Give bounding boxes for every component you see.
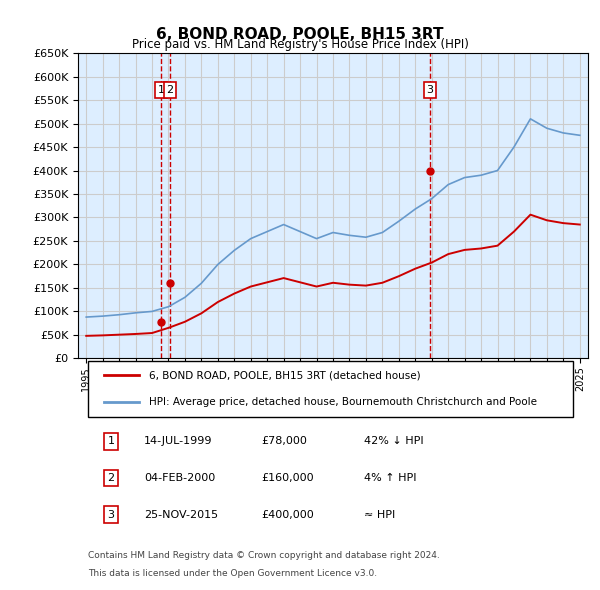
Text: 1: 1 xyxy=(107,437,115,447)
Text: £400,000: £400,000 xyxy=(262,510,314,520)
Text: 3: 3 xyxy=(107,510,115,520)
Text: 04-FEB-2000: 04-FEB-2000 xyxy=(145,473,215,483)
Text: £78,000: £78,000 xyxy=(262,437,307,447)
Text: HPI: Average price, detached house, Bournemouth Christchurch and Poole: HPI: Average price, detached house, Bour… xyxy=(149,397,538,407)
Text: Price paid vs. HM Land Registry's House Price Index (HPI): Price paid vs. HM Land Registry's House … xyxy=(131,38,469,51)
FancyBboxPatch shape xyxy=(88,361,573,417)
Text: This data is licensed under the Open Government Licence v3.0.: This data is licensed under the Open Gov… xyxy=(88,569,377,578)
Text: 2: 2 xyxy=(166,85,173,95)
Text: 42% ↓ HPI: 42% ↓ HPI xyxy=(364,437,423,447)
Text: Contains HM Land Registry data © Crown copyright and database right 2024.: Contains HM Land Registry data © Crown c… xyxy=(88,550,440,560)
Text: 2: 2 xyxy=(107,473,115,483)
Text: 25-NOV-2015: 25-NOV-2015 xyxy=(145,510,218,520)
Text: 3: 3 xyxy=(427,85,434,95)
Text: 4% ↑ HPI: 4% ↑ HPI xyxy=(364,473,416,483)
Text: 6, BOND ROAD, POOLE, BH15 3RT (detached house): 6, BOND ROAD, POOLE, BH15 3RT (detached … xyxy=(149,371,421,381)
Text: ≈ HPI: ≈ HPI xyxy=(364,510,395,520)
Text: 1: 1 xyxy=(157,85,164,95)
Text: 14-JUL-1999: 14-JUL-1999 xyxy=(145,437,213,447)
Text: 6, BOND ROAD, POOLE, BH15 3RT: 6, BOND ROAD, POOLE, BH15 3RT xyxy=(156,27,444,41)
Text: £160,000: £160,000 xyxy=(262,473,314,483)
